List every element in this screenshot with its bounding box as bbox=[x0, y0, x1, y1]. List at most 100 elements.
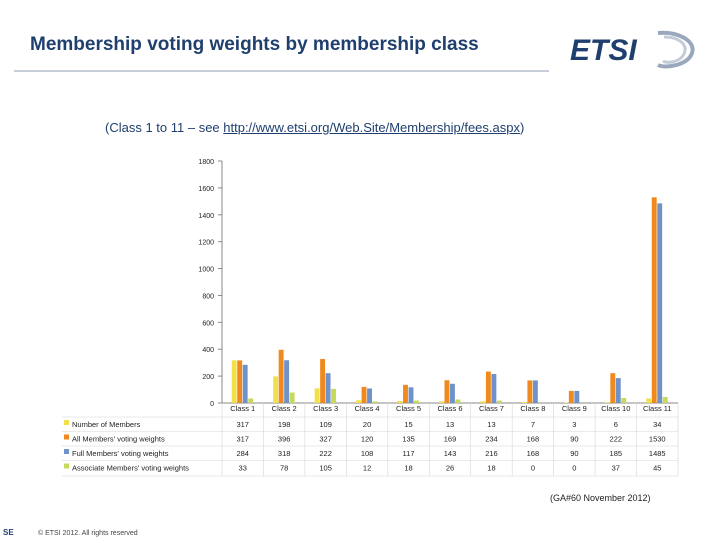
data-label: 15 bbox=[404, 420, 412, 429]
y-tick-label: 1800 bbox=[198, 159, 214, 166]
bar bbox=[480, 401, 486, 403]
bar bbox=[646, 398, 652, 403]
y-tick-label: 600 bbox=[202, 320, 214, 327]
bar bbox=[331, 388, 337, 403]
bar bbox=[237, 360, 243, 403]
etsi-logo: ETSI bbox=[570, 30, 695, 69]
data-label: 1530 bbox=[649, 435, 666, 444]
bar bbox=[325, 373, 331, 403]
bar bbox=[242, 364, 248, 403]
bar bbox=[231, 360, 237, 403]
bar bbox=[657, 203, 663, 403]
data-label: 168 bbox=[527, 435, 540, 444]
category-label: Class 8 bbox=[520, 404, 545, 413]
bar bbox=[621, 398, 627, 403]
y-tick-label: 400 bbox=[202, 347, 214, 354]
data-label: 284 bbox=[236, 449, 249, 458]
bar bbox=[485, 371, 491, 403]
legend-label: Associate Members' voting weights bbox=[72, 464, 189, 473]
bar bbox=[532, 380, 538, 403]
bar bbox=[521, 402, 527, 403]
y-tick-label: 200 bbox=[202, 374, 214, 381]
data-label: 198 bbox=[278, 420, 291, 429]
bar bbox=[610, 373, 616, 403]
data-label: 143 bbox=[444, 449, 457, 458]
bar bbox=[615, 378, 621, 403]
data-label: 6 bbox=[614, 420, 618, 429]
bar bbox=[278, 349, 284, 403]
data-label: 0 bbox=[531, 464, 535, 473]
bar bbox=[496, 400, 502, 403]
bar bbox=[397, 400, 403, 403]
subtitle-prefix: (Class 1 to 11 – see bbox=[105, 120, 224, 135]
category-label: Class 10 bbox=[601, 404, 630, 413]
data-label: 13 bbox=[446, 420, 454, 429]
category-label: Class 9 bbox=[562, 404, 587, 413]
y-tick-label: 0 bbox=[210, 401, 214, 408]
logo-text: ETSI bbox=[570, 34, 637, 67]
bar bbox=[367, 388, 372, 403]
copyright-footer: © ETSI 2012. All rights reserved bbox=[38, 530, 138, 537]
y-tick-label: 1600 bbox=[198, 186, 214, 193]
data-label: 105 bbox=[319, 464, 332, 473]
legend-swatch bbox=[64, 420, 69, 425]
subtitle-suffix: ) bbox=[520, 120, 525, 135]
legend-label: Number of Members bbox=[72, 420, 141, 429]
legend-label: All Members' voting weights bbox=[72, 435, 165, 444]
bar bbox=[450, 383, 455, 403]
y-tick-label: 800 bbox=[202, 293, 214, 300]
category-label: Class 2 bbox=[272, 404, 297, 413]
bar bbox=[527, 380, 533, 403]
data-label: 169 bbox=[444, 435, 457, 444]
footer-tag: SE bbox=[3, 528, 14, 537]
category-label: Class 7 bbox=[479, 404, 504, 413]
data-label: 135 bbox=[402, 435, 415, 444]
bar bbox=[284, 360, 290, 403]
data-label: 26 bbox=[446, 464, 454, 473]
header-divider bbox=[14, 70, 549, 72]
data-label: 109 bbox=[319, 420, 332, 429]
data-label: 216 bbox=[485, 449, 498, 458]
data-label: 117 bbox=[403, 449, 415, 458]
data-label: 3 bbox=[572, 420, 576, 429]
data-label: 318 bbox=[278, 449, 291, 458]
bar bbox=[361, 386, 367, 403]
category-label: Class 4 bbox=[355, 404, 380, 413]
category-label: Class 11 bbox=[643, 404, 672, 413]
data-label: 90 bbox=[570, 449, 578, 458]
fees-link[interactable]: http://www.etsi.org/Web.Site/Membership/… bbox=[223, 120, 520, 135]
data-label: 317 bbox=[236, 435, 249, 444]
bar bbox=[273, 376, 279, 403]
data-label: 78 bbox=[280, 464, 288, 473]
chart-subtitle: (Class 1 to 11 – see http://www.etsi.org… bbox=[105, 120, 524, 135]
data-label: 13 bbox=[487, 420, 495, 429]
data-label: 396 bbox=[278, 435, 291, 444]
data-label: 317 bbox=[236, 420, 249, 429]
data-label: 90 bbox=[570, 435, 578, 444]
data-label: 20 bbox=[363, 420, 371, 429]
data-label: 45 bbox=[653, 464, 661, 473]
data-label: 18 bbox=[404, 464, 412, 473]
data-label: 327 bbox=[319, 435, 332, 444]
bar bbox=[574, 390, 580, 403]
data-label: 18 bbox=[487, 464, 495, 473]
data-label: 33 bbox=[239, 464, 247, 473]
legend-label: Full Members' voting weights bbox=[72, 449, 169, 458]
legend-swatch bbox=[64, 434, 69, 440]
category-label: Class 6 bbox=[437, 404, 462, 413]
bar bbox=[408, 387, 414, 403]
bar bbox=[455, 399, 461, 403]
bar bbox=[320, 359, 326, 403]
bar bbox=[568, 390, 574, 403]
data-label: 37 bbox=[612, 464, 620, 473]
bar bbox=[414, 400, 419, 403]
data-label: 12 bbox=[363, 464, 371, 473]
bar bbox=[604, 402, 610, 403]
legend-swatch bbox=[64, 449, 69, 454]
bar bbox=[314, 388, 320, 403]
data-label: 108 bbox=[361, 449, 374, 458]
bar bbox=[439, 401, 444, 403]
page-title: Membership voting weights by membership … bbox=[30, 34, 479, 55]
y-tick-label: 1200 bbox=[198, 240, 214, 247]
